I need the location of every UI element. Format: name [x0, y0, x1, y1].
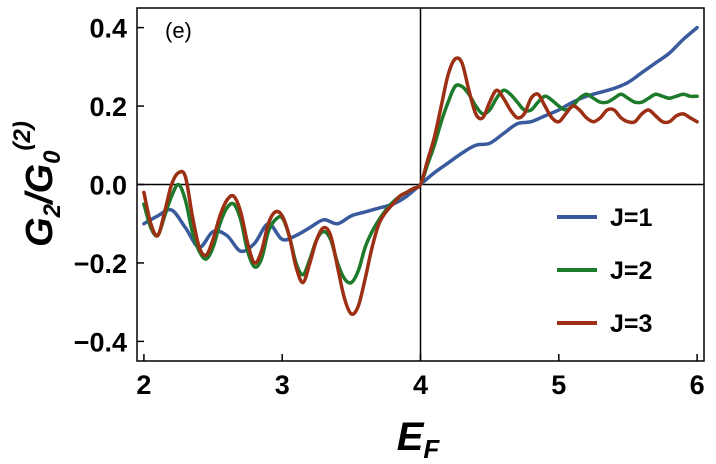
y-axis-title-sub1: 2: [39, 203, 66, 218]
y-axis-ticks: −0.4 −0.2 0.0 0.2 0.4: [74, 14, 144, 357]
x-axis-ticks: 2 3 4 5 6: [136, 354, 705, 400]
x-axis-title: EF: [397, 415, 441, 464]
series-line-3: [142, 56, 699, 316]
y-axis-title-sub2: 0: [39, 150, 66, 164]
y-tick-label: −0.4: [74, 327, 127, 357]
y-axis-title-sup: (2): [9, 121, 36, 150]
y-tick-label: 0.2: [89, 92, 127, 122]
y-tick-label: −0.2: [74, 249, 127, 279]
x-tick-label: 5: [551, 370, 566, 400]
x-axis-title-main: E: [397, 415, 425, 459]
x-tick-label: 4: [413, 370, 428, 400]
series-lines: [142, 25, 699, 316]
y-axis-title-g: G: [19, 217, 61, 247]
x-tick-label: 6: [690, 370, 705, 400]
x-axis-title-sub: F: [423, 434, 440, 464]
y-axis-title-mid: /G: [19, 164, 61, 206]
x-tick-label: 2: [136, 370, 151, 400]
legend: J=1 J=2 J=3: [557, 204, 653, 338]
y-axis-title: G2/G0(2): [9, 121, 66, 247]
panel-label: (e): [165, 18, 192, 43]
legend-label-1: J=1: [610, 204, 653, 232]
y-tick-label: 0.4: [89, 14, 127, 44]
legend-label-3: J=3: [610, 310, 652, 338]
legend-label-2: J=2: [610, 257, 652, 285]
x-tick-label: 3: [275, 370, 290, 400]
y-tick-label: 0.0: [89, 171, 127, 201]
